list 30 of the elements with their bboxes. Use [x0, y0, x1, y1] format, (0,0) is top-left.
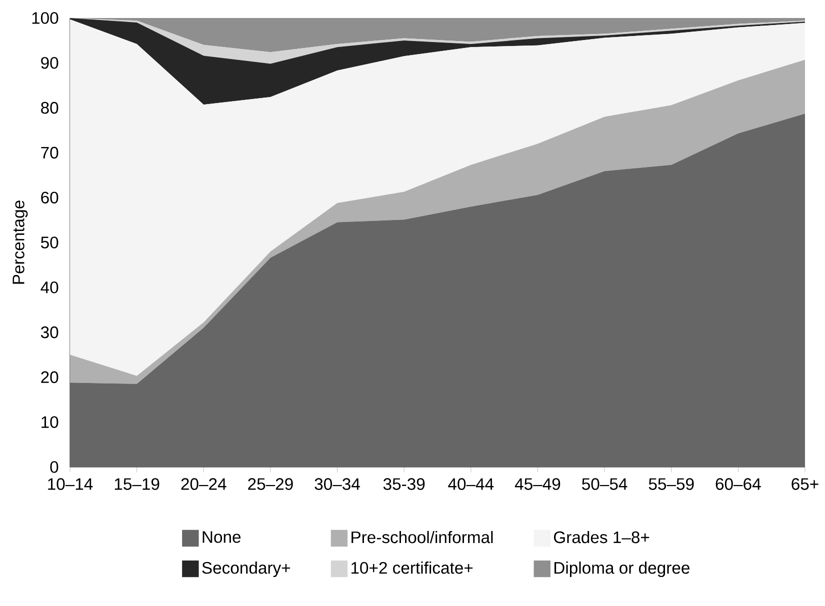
- x-tick-label: 40–44: [448, 478, 494, 490]
- y-axis-title: Percentage: [12, 200, 28, 284]
- x-tick-label: 50–54: [582, 478, 628, 490]
- y-tick-label: 70: [41, 146, 58, 159]
- x-tick-label: 25–29: [248, 478, 293, 490]
- x-tick-label: 10–14: [48, 478, 93, 490]
- x-tick-label: 45–49: [514, 478, 560, 490]
- y-tick-label: 80: [41, 102, 58, 114]
- legend-label: 10+2 certificate+: [351, 562, 473, 574]
- y-tick-label: 90: [41, 57, 58, 69]
- y-tick-label: 20: [41, 371, 58, 384]
- x-tick-label: 35-39: [383, 478, 425, 490]
- legend-label: Secondary+: [202, 562, 290, 578]
- y-tick-label: 40: [40, 282, 58, 294]
- x-tick-label: 65+: [792, 478, 818, 490]
- x-tick-label: 55–59: [648, 478, 694, 490]
- x-tick-label: 30–34: [314, 478, 360, 490]
- x-tick-label: 15–19: [114, 478, 160, 490]
- y-tick-label: 50: [40, 236, 58, 248]
- legend-label: None: [202, 531, 241, 543]
- legend-label: Pre-school/informal: [352, 530, 493, 544]
- y-tick-label: 0: [50, 461, 58, 473]
- y-tick-label: 100: [32, 12, 58, 24]
- y-tick-label: 30: [40, 326, 58, 338]
- y-tick-label: 60: [41, 192, 58, 204]
- x-tick-label: 60–64: [716, 478, 761, 490]
- y-tick-label: 10: [42, 416, 58, 428]
- x-tick-label: 20–24: [181, 478, 226, 490]
- legend-label: Grades 1–8+: [554, 530, 650, 544]
- legend-label: Diploma or degree: [554, 562, 690, 578]
